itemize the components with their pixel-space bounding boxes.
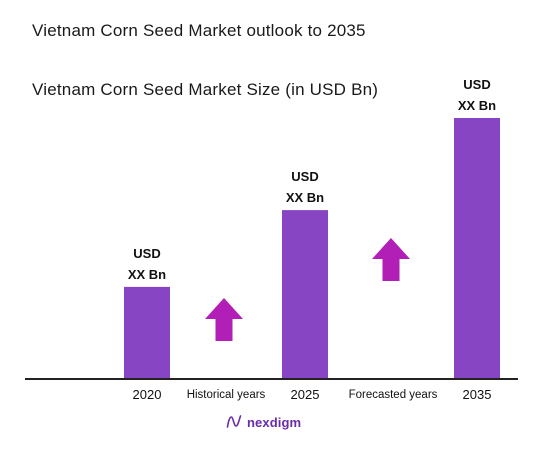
bars-layer xyxy=(124,118,500,379)
x-tick-label: 2020 xyxy=(133,387,162,402)
data-labels-layer: USD XX Bn USD XX Bn USD XX Bn xyxy=(128,77,496,282)
up-arrow-icon xyxy=(372,238,410,281)
bar-2020 xyxy=(124,286,170,379)
data-label: USD xyxy=(133,246,160,261)
nexdigm-logo-icon xyxy=(226,415,242,428)
data-label: XX Bn xyxy=(458,98,496,113)
x-tick-label: 2035 xyxy=(463,387,492,402)
data-label: USD xyxy=(463,77,490,92)
page-title: Vietnam Corn Seed Market outlook to 2035 xyxy=(32,21,366,40)
up-arrow-icon xyxy=(205,298,243,341)
data-label: XX Bn xyxy=(128,267,166,282)
historical-years-label: Historical years xyxy=(187,389,266,401)
nexdigm-logo: nexdigm xyxy=(226,414,301,430)
data-label: USD xyxy=(291,169,318,184)
x-tick-label: 2025 xyxy=(291,387,320,402)
growth-arrows-layer xyxy=(205,238,410,341)
bar-2025 xyxy=(282,210,328,379)
x-tick-labels: 2020 2025 2035 xyxy=(133,387,492,402)
data-label: XX Bn xyxy=(286,190,324,205)
forecasted-years-label: Forecasted years xyxy=(349,389,438,401)
logo-text: nexdigm xyxy=(247,414,302,430)
chart-title: Vietnam Corn Seed Market Size (in USD Bn… xyxy=(32,80,379,99)
bar-2035 xyxy=(454,118,500,379)
